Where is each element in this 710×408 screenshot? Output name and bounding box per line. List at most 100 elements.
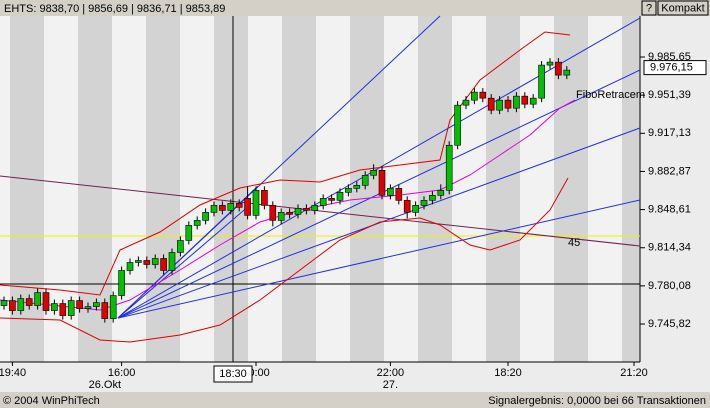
candle-body	[118, 270, 125, 296]
candle-body	[513, 95, 520, 109]
candle-body	[319, 198, 327, 206]
candle-body	[93, 302, 100, 307]
candle-body	[311, 205, 319, 211]
candle-body	[177, 240, 184, 253]
candle-body	[496, 99, 503, 111]
y-tick-label: 9.951,39	[648, 89, 691, 101]
x-date-label: 26.Okt	[89, 379, 121, 391]
annotation: FiboRetracem	[576, 89, 645, 101]
annotation: 45	[568, 237, 580, 249]
candle-body	[479, 91, 487, 99]
last-price-box	[643, 60, 707, 76]
candle-body	[462, 99, 470, 106]
candle-body	[353, 185, 361, 189]
candle-body	[101, 302, 109, 319]
overlays	[0, 15, 641, 362]
candle-body	[219, 205, 226, 211]
candle-body	[471, 91, 478, 101]
x-tick-label: 18:20	[494, 367, 522, 379]
y-tick-label: 9.814,34	[648, 242, 691, 254]
candle-body	[126, 262, 134, 271]
candle-body	[143, 260, 151, 265]
y-tick-label: 9.985,65	[648, 51, 691, 63]
footer-right: Signalergebnis: 0,0000 bei 66 Transaktio…	[488, 395, 706, 407]
footer-bar	[0, 392, 710, 408]
y-tick-label: 9.745,82	[648, 318, 691, 330]
candle-body	[210, 205, 218, 213]
candle-body	[160, 258, 167, 271]
candle-body	[151, 258, 159, 265]
candle-body	[420, 200, 428, 206]
candle-body	[261, 190, 268, 206]
help-button-label[interactable]: ?	[646, 2, 652, 14]
candle-body	[546, 61, 554, 66]
candle-body	[412, 205, 419, 213]
candle-body	[227, 203, 235, 211]
x-date-label: 27.	[383, 379, 398, 391]
candle-body	[445, 144, 453, 191]
lower-band	[0, 177, 569, 343]
candle-body	[84, 306, 92, 309]
candle-body	[328, 198, 335, 201]
candle-body	[403, 200, 411, 213]
candle-body	[109, 295, 117, 319]
help-button[interactable]	[641, 0, 657, 16]
candle-body	[563, 69, 571, 76]
candle-body	[370, 169, 377, 176]
candle-body	[235, 203, 243, 208]
y-tick-label: 9.917,13	[648, 127, 691, 139]
x-axis-area	[0, 362, 710, 392]
candle-body	[504, 99, 512, 109]
x-tick-label: 16:00	[108, 367, 136, 379]
candle-body	[336, 192, 344, 201]
y-tick-label: 9.780,08	[648, 280, 691, 292]
candle-body	[555, 61, 562, 76]
candle-body	[135, 260, 142, 263]
candle-body	[538, 64, 545, 99]
candle-body	[529, 97, 537, 105]
candle-body	[378, 169, 386, 196]
header-text: EHTS: 9838,70 | 9856,69 | 9836,71 | 9853…	[4, 3, 225, 15]
candle-body	[286, 212, 293, 215]
candle-body	[51, 303, 58, 311]
candle-body	[454, 104, 461, 146]
candle-body	[437, 190, 445, 196]
candle-body	[185, 225, 193, 241]
upper-band	[0, 31, 571, 296]
candle-body	[0, 300, 8, 306]
x-tick-label: 19:40	[0, 367, 26, 379]
candle-body	[387, 188, 394, 196]
last-price-label: 9.976,15	[650, 62, 693, 74]
candle-body	[361, 175, 369, 186]
candle-body	[9, 300, 16, 311]
candle-body	[244, 198, 251, 216]
candle-body	[17, 298, 25, 311]
x-tick-label: 22:00	[377, 367, 405, 379]
trend-line	[0, 175, 641, 247]
candle-body	[193, 220, 201, 226]
y-tick-label: 9.882,87	[648, 165, 691, 177]
candle-body	[168, 252, 176, 271]
cursor-box	[213, 365, 253, 383]
candle-body	[345, 188, 352, 193]
candle-body	[395, 188, 403, 201]
candle-body	[429, 195, 436, 201]
compact-button-label[interactable]: Kompakt	[661, 2, 704, 14]
candle-body	[59, 303, 67, 316]
candle-body	[252, 190, 260, 216]
middle-band	[0, 99, 576, 311]
compact-button[interactable]	[657, 0, 709, 16]
cursor-label: 18:30	[219, 368, 247, 380]
candle-body	[34, 292, 41, 306]
candle-body	[294, 208, 302, 215]
candle-body	[202, 212, 209, 221]
candle-body	[277, 212, 285, 221]
candle-body	[487, 97, 495, 111]
candle-body	[269, 205, 277, 221]
candle-body	[521, 95, 529, 105]
header-bar	[0, 0, 710, 16]
candle-body	[67, 300, 75, 316]
candle-body	[76, 300, 83, 309]
